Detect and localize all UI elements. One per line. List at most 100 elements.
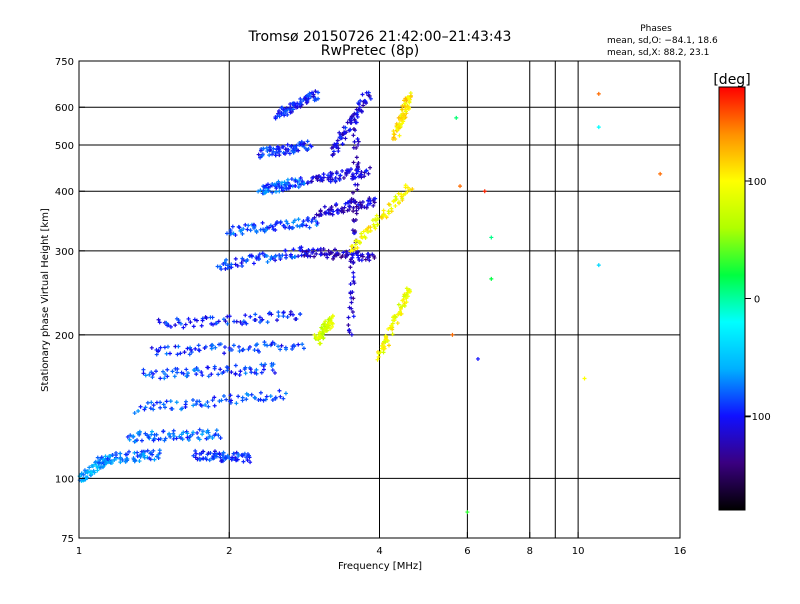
data-point <box>247 344 252 349</box>
data-point <box>84 475 89 480</box>
data-point <box>299 245 304 250</box>
data-point <box>368 228 373 233</box>
data-point <box>222 345 227 350</box>
data-point <box>596 263 601 268</box>
data-point <box>163 405 168 410</box>
data-point <box>350 244 355 249</box>
data-point <box>108 454 113 459</box>
data-point <box>173 323 178 328</box>
data-point <box>356 160 361 165</box>
data-point <box>280 253 285 258</box>
data-point <box>285 177 290 182</box>
data-point <box>266 188 271 193</box>
data-point <box>331 256 336 261</box>
data-point <box>320 331 325 336</box>
data-point <box>183 322 188 327</box>
data-point <box>255 342 260 347</box>
data-point <box>246 393 251 398</box>
data-point <box>335 210 340 215</box>
data-point <box>221 394 226 399</box>
data-point <box>217 342 222 347</box>
data-point <box>240 256 245 261</box>
data-point <box>125 458 130 463</box>
data-point <box>151 371 156 376</box>
data-point <box>382 346 387 351</box>
y-axis-ticks: 75 100 200 300 400 500 600 750 <box>55 57 85 545</box>
data-point <box>210 315 215 320</box>
data-point <box>287 226 292 231</box>
data-point <box>245 258 250 263</box>
data-point <box>263 362 268 367</box>
data-point <box>186 316 191 321</box>
data-point <box>390 332 395 337</box>
data-point <box>207 434 212 439</box>
data-point <box>141 367 146 372</box>
data-point <box>331 151 336 156</box>
data-point <box>360 254 365 259</box>
data-point <box>151 407 156 412</box>
data-point <box>330 171 335 176</box>
data-point <box>234 401 239 406</box>
x-tick-label: 10 <box>572 546 585 557</box>
data-point <box>281 144 286 149</box>
data-point <box>332 247 337 252</box>
y-tick-label: 300 <box>55 247 74 258</box>
data-point <box>213 345 218 350</box>
data-point <box>304 223 309 228</box>
data-point <box>263 190 268 195</box>
data-point <box>361 103 366 108</box>
data-point <box>350 255 355 260</box>
data-point <box>210 398 215 403</box>
data-point <box>261 398 266 403</box>
data-point <box>347 117 352 122</box>
data-point <box>236 224 241 229</box>
stats-title: Phases <box>640 24 672 34</box>
data-point <box>274 186 279 191</box>
data-point <box>362 205 367 210</box>
data-point <box>219 267 224 272</box>
data-point <box>403 96 408 101</box>
data-point <box>399 117 404 122</box>
data-point <box>360 199 365 204</box>
data-point <box>178 321 183 326</box>
data-point <box>404 286 409 291</box>
data-point <box>258 155 263 160</box>
data-point <box>102 459 107 464</box>
data-point <box>156 348 161 353</box>
data-point <box>118 460 123 465</box>
data-point <box>338 173 343 178</box>
data-point <box>359 231 364 236</box>
data-point <box>454 115 459 120</box>
data-point <box>301 346 306 351</box>
data-point <box>351 279 356 284</box>
data-point <box>300 342 305 347</box>
data-point <box>334 202 339 207</box>
data-point <box>197 348 202 353</box>
chart-subtitle: RwPretec (8p) <box>321 43 419 59</box>
data-point <box>147 372 152 377</box>
data-point <box>240 263 245 268</box>
data-point <box>249 253 254 258</box>
data-point <box>230 455 235 460</box>
data-point <box>400 121 405 126</box>
data-point <box>213 432 218 437</box>
data-point <box>343 201 348 206</box>
data-point <box>309 179 314 184</box>
grid <box>79 61 680 538</box>
data-point <box>393 314 398 319</box>
data-point <box>328 211 333 216</box>
data-point <box>154 352 159 357</box>
data-point <box>233 262 238 267</box>
data-point <box>285 112 290 117</box>
data-point <box>386 343 391 348</box>
data-point <box>224 397 229 402</box>
data-point <box>136 409 141 414</box>
data-point <box>269 361 274 366</box>
data-point <box>154 369 159 374</box>
data-point <box>336 252 341 257</box>
data-point <box>396 191 401 196</box>
data-point <box>291 220 296 225</box>
data-point <box>223 266 228 271</box>
y-tick-label: 600 <box>55 103 74 114</box>
data-point <box>294 143 299 148</box>
